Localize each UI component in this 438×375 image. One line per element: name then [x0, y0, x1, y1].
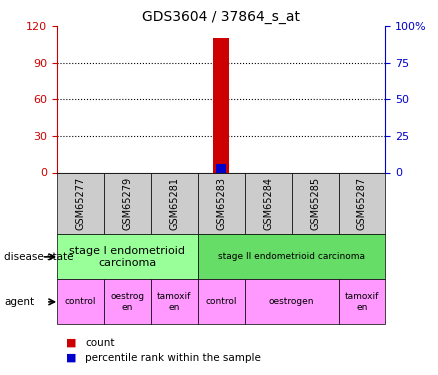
- Text: GSM65281: GSM65281: [169, 177, 179, 230]
- Text: tamoxif
en: tamoxif en: [157, 292, 191, 312]
- Text: ■: ■: [66, 338, 76, 348]
- Text: stage II endometrioid carcinoma: stage II endometrioid carcinoma: [218, 252, 365, 261]
- Bar: [213, 39, 230, 173]
- Text: oestrogen: oestrogen: [269, 297, 314, 306]
- Text: GSM65283: GSM65283: [216, 177, 226, 230]
- Text: count: count: [85, 338, 115, 348]
- Text: GSM65279: GSM65279: [122, 177, 132, 230]
- Title: GDS3604 / 37864_s_at: GDS3604 / 37864_s_at: [142, 10, 300, 24]
- Bar: [216, 164, 226, 172]
- Text: GSM65277: GSM65277: [75, 177, 85, 230]
- Text: tamoxif
en: tamoxif en: [345, 292, 379, 312]
- Text: agent: agent: [4, 297, 35, 307]
- Text: oestrog
en: oestrog en: [110, 292, 145, 312]
- Text: control: control: [205, 297, 237, 306]
- Text: disease state: disease state: [4, 252, 74, 262]
- Text: stage I endometrioid
carcinoma: stage I endometrioid carcinoma: [69, 246, 185, 268]
- Text: percentile rank within the sample: percentile rank within the sample: [85, 353, 261, 363]
- Text: control: control: [65, 297, 96, 306]
- Text: GSM65284: GSM65284: [263, 177, 273, 230]
- Text: GSM65285: GSM65285: [310, 177, 320, 230]
- Text: GSM65287: GSM65287: [357, 177, 367, 230]
- Text: ■: ■: [66, 353, 76, 363]
